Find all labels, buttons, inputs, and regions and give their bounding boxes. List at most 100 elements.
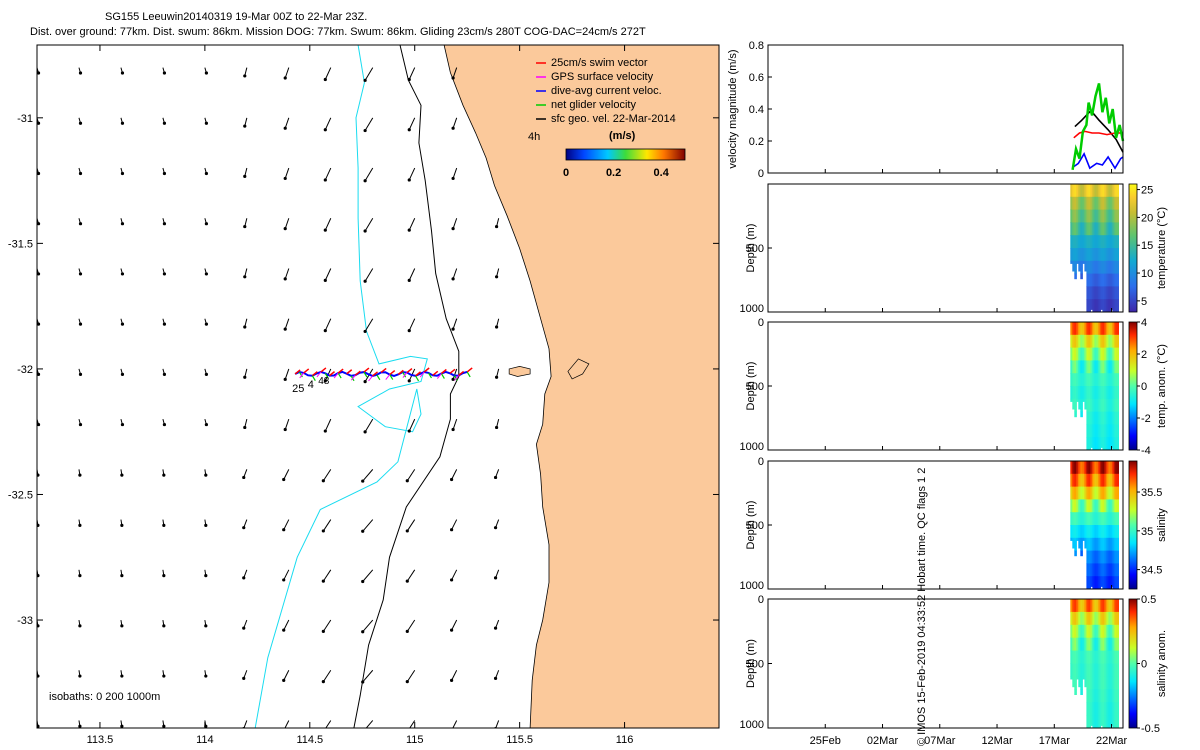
section-cell — [1084, 322, 1087, 336]
section-cell — [1096, 537, 1099, 552]
section-cell — [1072, 373, 1075, 387]
section-cell — [1090, 461, 1093, 475]
section-cell — [1082, 398, 1085, 402]
section-cell — [1100, 676, 1103, 690]
gps-velocity-vector — [350, 374, 356, 381]
section-cell — [1102, 663, 1105, 677]
section-cell — [1086, 260, 1089, 275]
section-cell — [1098, 196, 1101, 211]
section-cell — [1074, 599, 1077, 613]
section-cell — [1108, 499, 1111, 513]
section-cell — [1116, 676, 1119, 690]
section-cell — [1090, 676, 1093, 690]
section-cell — [1104, 184, 1107, 198]
section-cell — [1090, 248, 1093, 262]
section-cell — [1090, 322, 1093, 336]
section-cell — [1072, 235, 1075, 249]
section-cell — [1076, 499, 1079, 513]
geo-velocity-arrow-head — [162, 171, 167, 176]
section-cell — [1072, 398, 1075, 410]
section-cell — [1076, 373, 1079, 387]
section-cell — [1108, 209, 1111, 223]
section-cell — [1096, 512, 1099, 526]
section-cell — [1110, 260, 1113, 275]
section-cell — [1104, 373, 1107, 387]
section-cell — [1074, 637, 1077, 652]
section-cell — [1090, 525, 1093, 539]
section-cell — [1116, 360, 1119, 374]
section-cell — [1104, 411, 1107, 425]
section-cell — [1106, 411, 1109, 425]
section-cell — [1112, 322, 1115, 336]
colorbar — [1128, 183, 1138, 313]
section-cell — [1112, 398, 1115, 413]
section-cell — [1114, 373, 1117, 387]
section-cell — [1110, 299, 1113, 310]
section-cell — [1072, 209, 1075, 223]
section-cell — [1100, 222, 1103, 236]
depth-y-axis-label: Depth (m) — [745, 224, 757, 273]
geo-velocity-arrow-head — [120, 121, 125, 125]
section-cell — [1086, 550, 1089, 564]
section-cell — [1088, 386, 1091, 400]
geo-velocity-arrow-head — [162, 574, 166, 578]
geo-velocity-arrow-head — [162, 674, 166, 678]
section-cell — [1080, 222, 1083, 236]
section-cell — [1116, 299, 1119, 313]
geo-velocity-arrow — [364, 268, 374, 282]
section-cell — [1112, 334, 1115, 349]
swim-vector — [466, 367, 473, 373]
velocity-y-tick-label: 0.4 — [749, 104, 764, 116]
depth-y-tick-label: 1000 — [740, 441, 764, 453]
section-cell — [1106, 512, 1109, 526]
section-cell — [1072, 624, 1075, 639]
geo-velocity-arrow-head — [321, 529, 325, 533]
section-cell — [1098, 360, 1101, 374]
section-cell — [1110, 576, 1113, 587]
geo-velocity-arrow-head — [363, 430, 367, 434]
section-cell — [1110, 209, 1113, 223]
section-cell — [1104, 702, 1107, 716]
geo-velocity-arrow-head — [204, 574, 208, 578]
section-cell — [1078, 248, 1081, 262]
section-cell — [1080, 611, 1083, 626]
geo-velocity-arrow — [284, 418, 290, 430]
section-cell — [1110, 715, 1113, 726]
section-cell — [1072, 599, 1075, 613]
section-cell — [1116, 184, 1119, 198]
geo-velocity-arrow-head — [407, 429, 411, 433]
section-cell — [1112, 537, 1115, 552]
section-cell — [1076, 260, 1079, 264]
section-cell — [1102, 486, 1105, 500]
geo-velocity-arrow-head — [406, 730, 409, 733]
section-cell — [1116, 398, 1119, 413]
section-cell — [1074, 499, 1077, 513]
section-cell — [1116, 663, 1119, 677]
section-cell — [1094, 637, 1097, 652]
section-cell — [1098, 373, 1101, 387]
section-cell — [1100, 360, 1103, 374]
section-cell — [1076, 537, 1079, 541]
section-cell — [1088, 599, 1091, 613]
swim-vector — [303, 368, 310, 374]
section-cell — [1070, 398, 1073, 402]
section-cell — [1112, 437, 1115, 451]
section-cell — [1092, 486, 1095, 500]
geo-velocity-arrow — [284, 368, 290, 380]
net-velocity-vector — [453, 375, 458, 381]
net-velocity-vector — [311, 375, 316, 382]
section-cell — [1104, 235, 1107, 249]
section-cell — [1104, 637, 1107, 652]
section-cell — [1114, 322, 1117, 336]
geo-velocity-arrow — [324, 218, 332, 231]
section-cell — [1070, 222, 1073, 236]
section-cell — [1102, 599, 1105, 613]
section-cell — [1090, 386, 1093, 400]
geo-velocity-arrow — [284, 720, 290, 728]
section-cell — [1114, 663, 1117, 677]
section-cell — [1112, 576, 1115, 590]
section-cell — [1090, 235, 1093, 249]
geo-velocity-arrow — [452, 167, 458, 179]
geo-velocity-arrow — [322, 569, 332, 582]
section-cell — [1098, 299, 1101, 313]
